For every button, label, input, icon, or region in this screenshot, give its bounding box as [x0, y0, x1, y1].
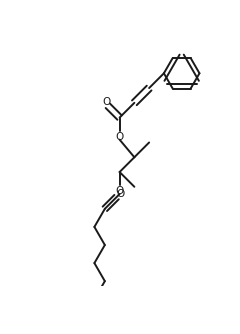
- Text: O: O: [117, 189, 125, 199]
- Text: O: O: [115, 132, 124, 142]
- Text: O: O: [102, 97, 111, 107]
- Text: O: O: [115, 186, 124, 196]
